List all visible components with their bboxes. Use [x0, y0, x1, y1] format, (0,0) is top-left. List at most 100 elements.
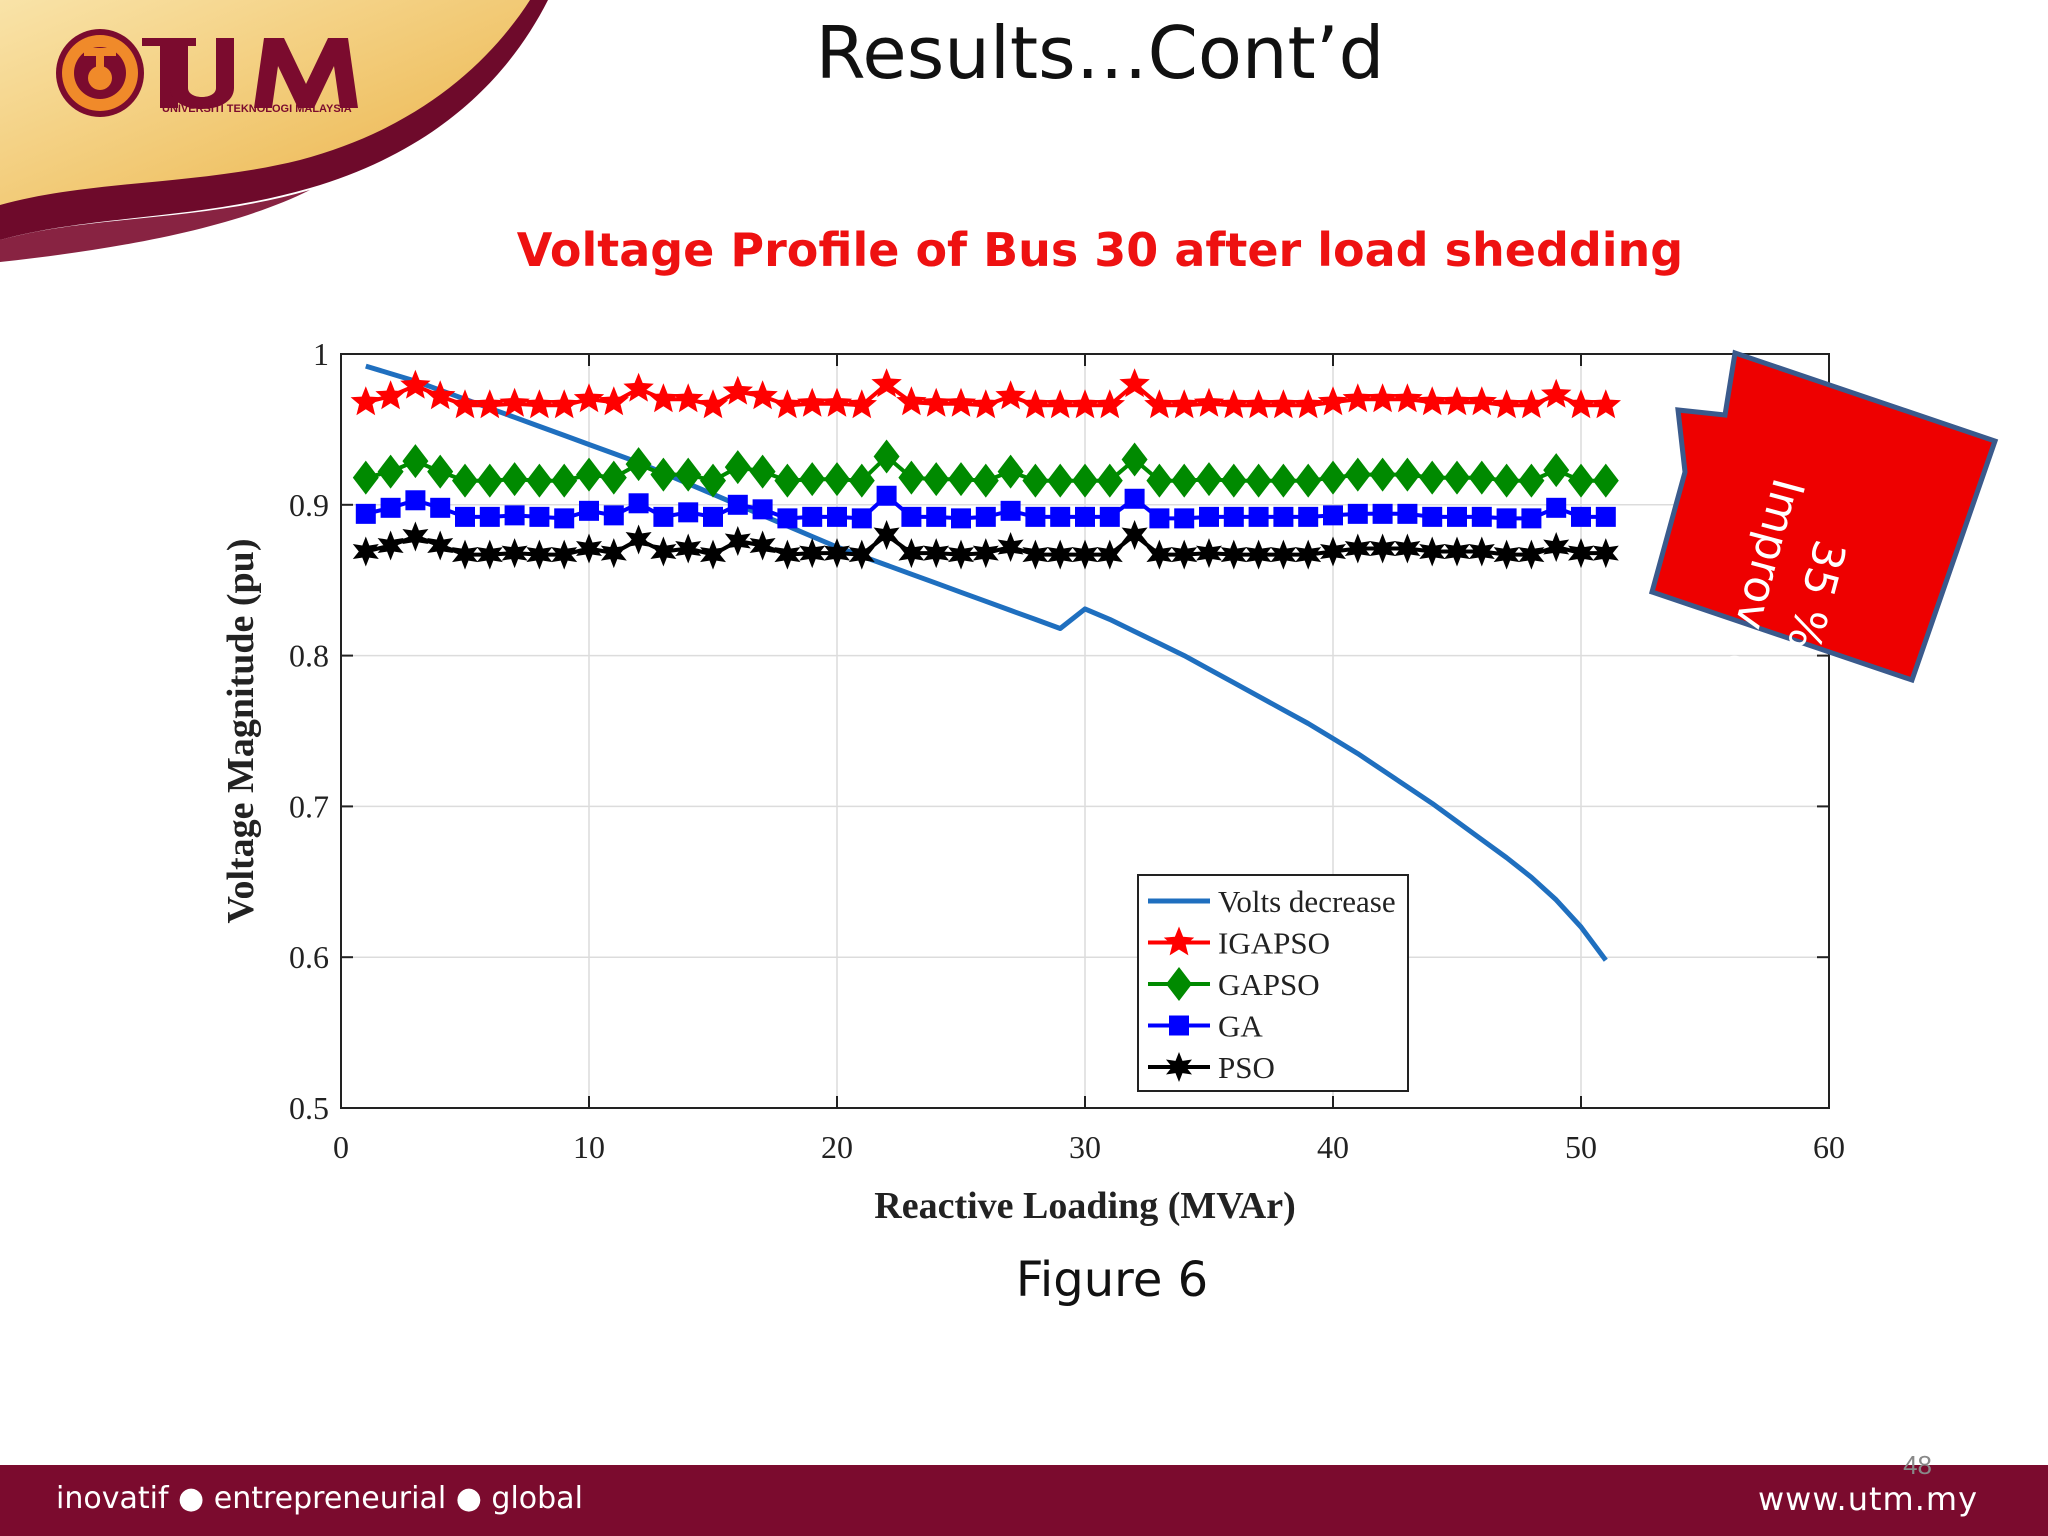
footer-url[interactable]: www.utm.my: [1757, 1480, 1978, 1518]
data-point: [1516, 389, 1547, 419]
x-tick-label: 40: [1317, 1129, 1349, 1165]
data-point: [1571, 506, 1591, 527]
data-point: [799, 538, 826, 569]
data-point: [573, 383, 605, 413]
data-point: [1471, 506, 1492, 527]
data-point: [1119, 368, 1150, 398]
data-point: [1069, 389, 1101, 419]
ticks: 0 10 20 30 40 50 60 0.5 0.6 0.7 0.8 0.9 1: [289, 336, 1845, 1165]
data-point: [375, 380, 406, 410]
data-point: [876, 485, 897, 506]
data-point: [1323, 505, 1343, 526]
data-point: [526, 463, 553, 498]
data-point: [1369, 533, 1396, 564]
data-point: [972, 463, 999, 498]
page-number: 48: [1903, 1450, 1932, 1480]
data-point: [970, 389, 1001, 419]
data-point: [1518, 539, 1545, 570]
data-point: [474, 389, 505, 419]
data-point: [1541, 378, 1572, 408]
data-point: [873, 520, 900, 550]
data-point: [1169, 389, 1200, 419]
data-point: [350, 386, 381, 416]
data-point: [380, 497, 401, 518]
data-point: [1245, 463, 1272, 498]
chart-heading: Voltage Profile of Bus 30 after load she…: [516, 223, 1684, 277]
data-point: [1025, 506, 1046, 527]
data-point: [871, 368, 902, 398]
data-point: [1199, 506, 1219, 527]
data-point: [499, 387, 530, 417]
data-point: [352, 536, 379, 567]
data-point: [873, 439, 900, 474]
y-axis-label: Voltage Magnitude (pu): [220, 539, 262, 924]
data-point: [797, 387, 828, 417]
data-point: [625, 524, 652, 555]
data-point: [1022, 463, 1049, 498]
data-point: [1468, 536, 1495, 567]
data-point: [1000, 500, 1021, 521]
legend-label: GAPSO: [1218, 967, 1320, 1002]
data-point: [1441, 386, 1473, 416]
data-point: [1245, 539, 1272, 570]
footer-tagline: inovatif ● entrepreneurial ● global: [56, 1481, 583, 1516]
data-point: [1146, 539, 1173, 570]
y-tick-label: 1: [313, 336, 329, 372]
data-point: [848, 463, 875, 498]
data-point: [923, 462, 950, 497]
data-point: [1317, 386, 1349, 416]
data-point: [802, 506, 823, 527]
data-point: [752, 499, 773, 520]
data-point: [1392, 383, 1423, 413]
data-point: [697, 389, 729, 419]
data-point: [1447, 506, 1467, 527]
data-point: [1248, 506, 1269, 527]
data-point: [1268, 389, 1299, 419]
data-point: [749, 530, 776, 561]
slide-title: Results…Cont’d: [815, 11, 1385, 95]
x-tick-label: 10: [573, 1129, 605, 1165]
data-point: [600, 538, 627, 569]
data-point: [405, 490, 426, 511]
series-ga: [355, 485, 1616, 529]
data-point: [898, 538, 925, 569]
data-point: [650, 536, 677, 567]
data-point: [1047, 539, 1074, 570]
x-axis-label: Reactive Loading (MVAr): [874, 1185, 1295, 1227]
x-tick-label: 0: [333, 1129, 349, 1165]
series-pso: [352, 520, 1619, 570]
data-point: [1444, 536, 1470, 567]
data-point: [576, 533, 602, 564]
data-point: [1096, 463, 1123, 498]
data-point: [846, 389, 877, 419]
data-point: [598, 386, 629, 416]
data-point: [824, 538, 850, 569]
data-point: [504, 505, 525, 526]
data-point: [1295, 539, 1322, 570]
x-tick-label: 50: [1565, 1129, 1597, 1165]
data-point: [400, 369, 431, 399]
data-point: [799, 462, 826, 497]
data-point: [430, 497, 451, 518]
data-point: [529, 506, 550, 527]
data-point: [896, 386, 927, 416]
legend-marker: [1166, 1052, 1192, 1082]
data-point: [1020, 389, 1051, 419]
figure-caption: Figure 6: [1015, 1252, 1209, 1308]
data-point: [476, 463, 503, 498]
data-point: [923, 538, 950, 569]
data-point: [1293, 389, 1324, 419]
data-point: [951, 508, 971, 529]
data-point: [1444, 460, 1470, 495]
data-point: [1196, 538, 1222, 569]
data-point: [1592, 463, 1619, 498]
data-point: [1518, 463, 1545, 498]
data-point: [1121, 442, 1148, 477]
data-point: [1149, 508, 1170, 529]
y-tick-label: 0.5: [289, 1090, 329, 1126]
data-point: [1220, 463, 1247, 498]
svg-text:UNIVERSITI TEKNOLOGI MALAYSIA: UNIVERSITI TEKNOLOGI MALAYSIA: [162, 103, 352, 115]
data-point: [1394, 533, 1421, 564]
